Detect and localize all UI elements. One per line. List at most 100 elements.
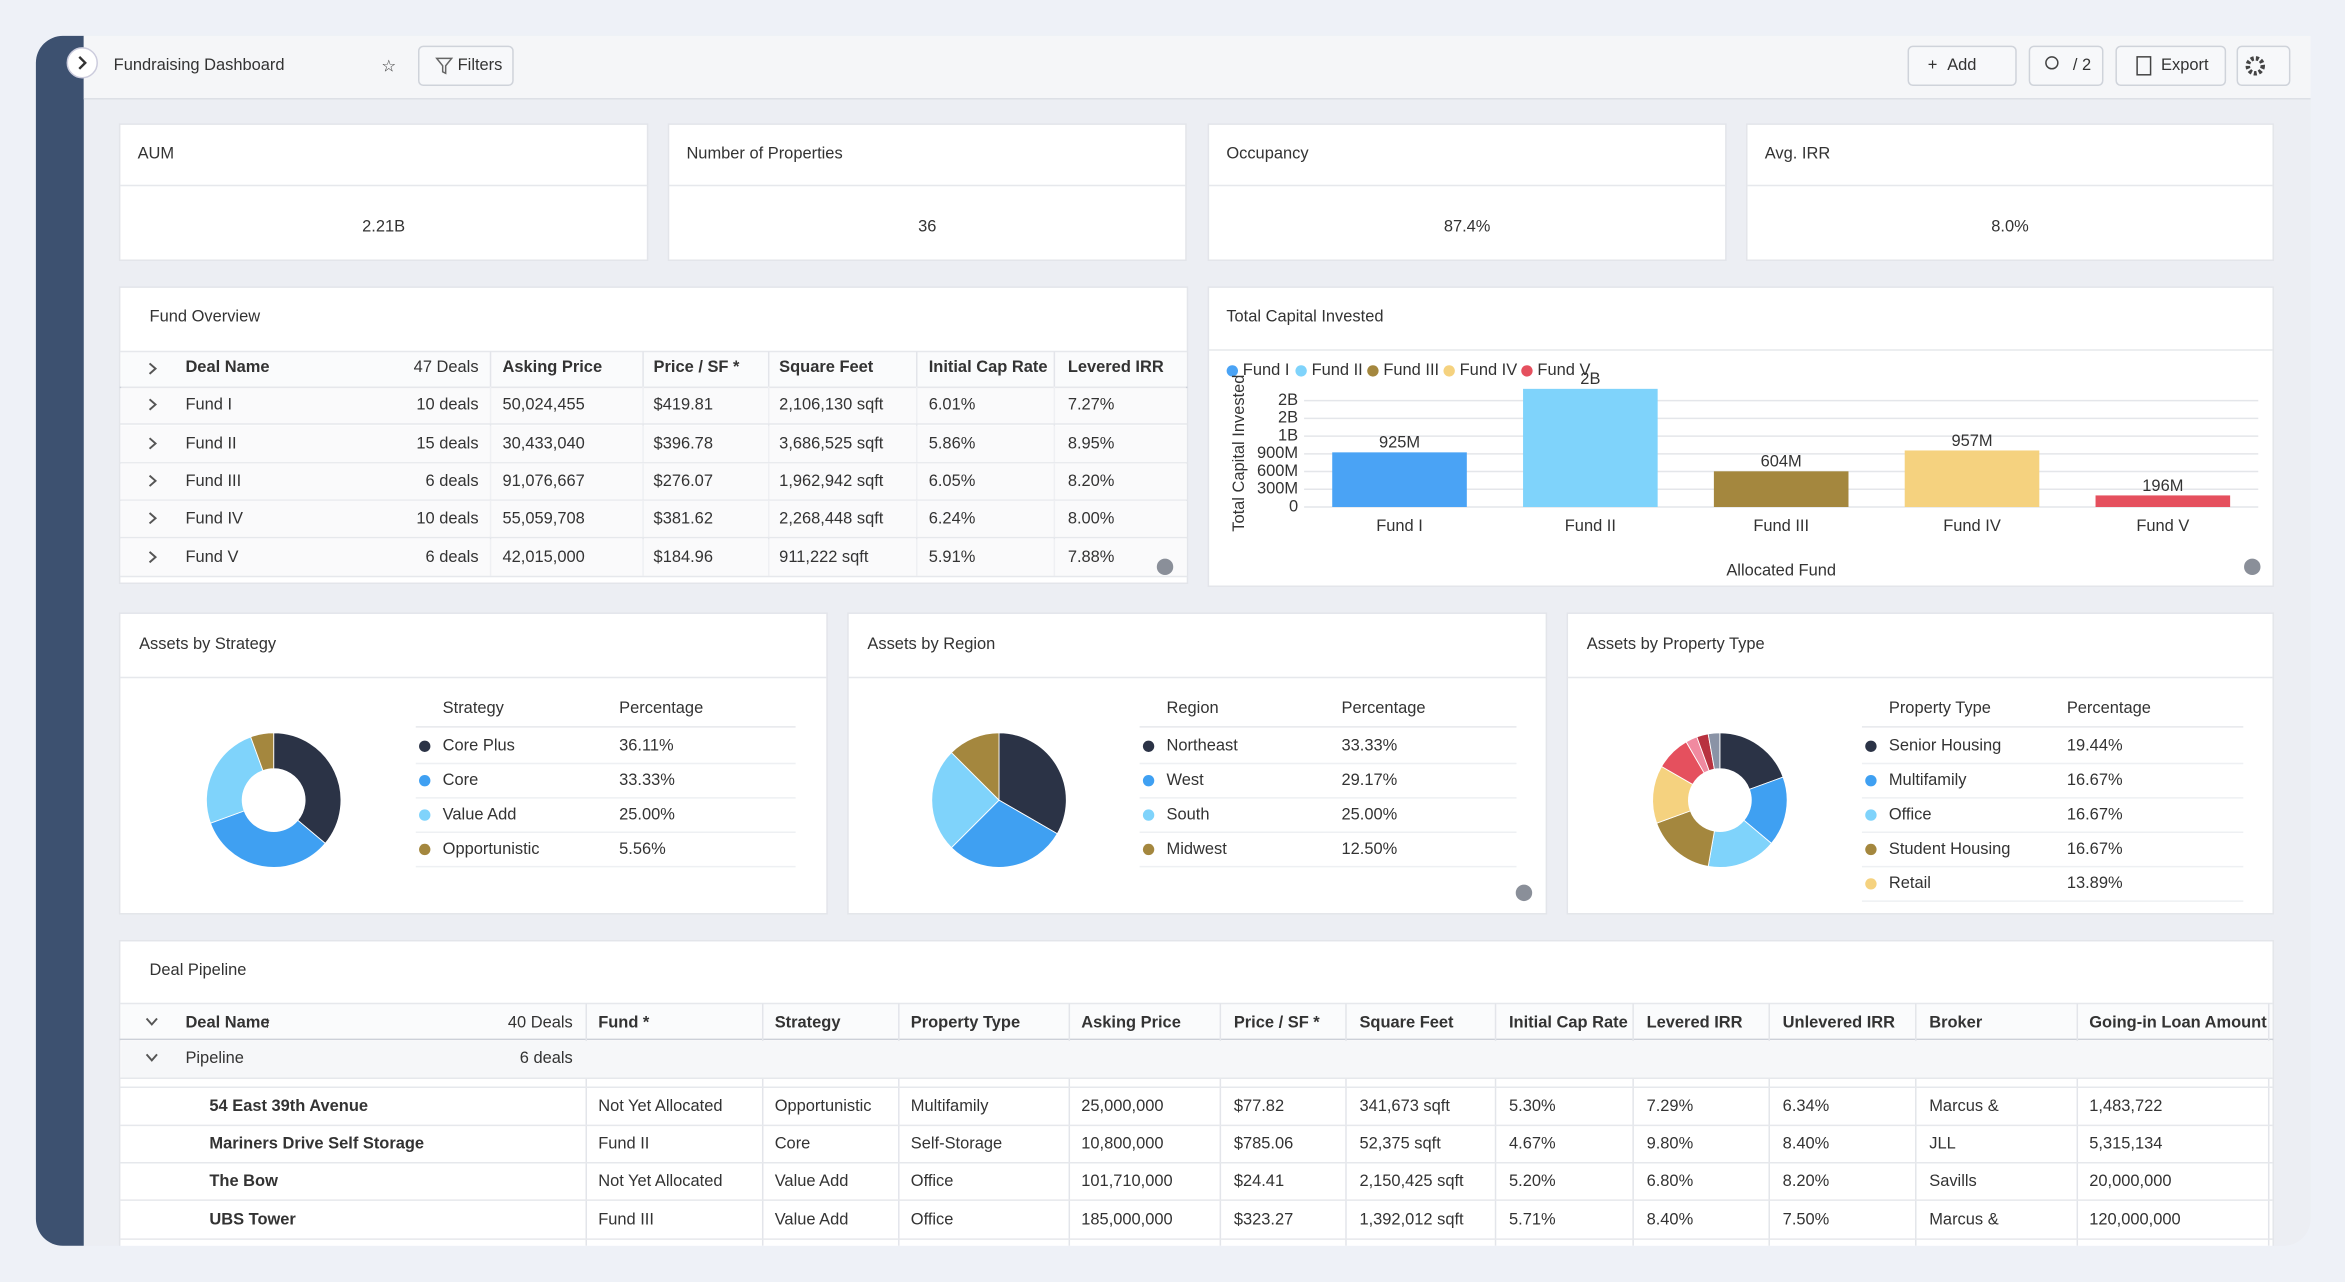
deal-count: 10 deals xyxy=(416,509,478,527)
expand-all-icon[interactable] xyxy=(148,362,158,375)
bar-value-label: 957M xyxy=(1951,432,1992,450)
chart-title: Assets by Strategy xyxy=(139,635,277,653)
table-cell: 7.29% xyxy=(1647,1097,1694,1115)
pie-slice[interactable] xyxy=(931,751,1000,849)
legend-swatch xyxy=(1865,775,1877,787)
legend-swatch xyxy=(419,843,431,856)
table-cell: 30,433,040 xyxy=(503,435,585,453)
sort-icon[interactable]: ↑ xyxy=(263,1013,271,1031)
legend-swatch[interactable] xyxy=(1443,365,1455,377)
table-cell: 2,268,448 sqft xyxy=(779,509,884,527)
legend-header: Region xyxy=(1167,699,1219,717)
column-header: Asking Price xyxy=(1081,1013,1181,1031)
legend-label: Fund V xyxy=(1537,361,1590,379)
x-tick-label: Fund V xyxy=(2136,517,2189,535)
row-expand-icon[interactable] xyxy=(148,398,158,411)
card-title: Deal Pipeline xyxy=(150,961,247,979)
legend-label: Fund IV xyxy=(1460,361,1518,379)
kpi-value: 2.21B xyxy=(362,218,405,236)
table-cell: 5.86% xyxy=(929,435,976,453)
column-header: Levered IRR xyxy=(1647,1013,1743,1031)
row-expand-icon[interactable] xyxy=(148,512,158,525)
table-cell: 9.80% xyxy=(1647,1134,1694,1152)
pie-slice[interactable] xyxy=(205,736,264,824)
table-cell: $381.62 xyxy=(654,509,713,527)
favorite-star[interactable]: ☆ xyxy=(381,58,396,76)
column-header: Property Type xyxy=(911,1013,1020,1031)
add-button[interactable] xyxy=(1907,45,2017,87)
legend-swatch xyxy=(1142,775,1155,787)
legend-label: Fund II xyxy=(1312,361,1363,379)
y-tick-label: 600M xyxy=(1257,462,1298,480)
column-header: Deal Name xyxy=(185,1013,269,1031)
legend-label: Student Housing xyxy=(1889,840,2011,858)
table-cell: 101,710,000 xyxy=(1081,1172,1172,1190)
table-cell: 52,375 sqft xyxy=(1359,1134,1441,1152)
export-button-label: Export xyxy=(2161,56,2209,74)
y-axis-title: Total Capital Invested xyxy=(1230,375,1248,532)
legend-swatch[interactable] xyxy=(1521,365,1533,377)
bar[interactable] xyxy=(1713,471,1849,507)
group-collapse-icon[interactable] xyxy=(145,1053,158,1062)
legend-value: 16.67% xyxy=(2067,805,2123,823)
table-cell: $419.81 xyxy=(654,396,713,414)
table-cell: 6.01% xyxy=(929,396,976,414)
table-cell: 7.27% xyxy=(1068,396,1115,414)
bar[interactable] xyxy=(1904,450,2040,507)
table-row xyxy=(121,386,1186,424)
filter-badge xyxy=(1156,558,1174,576)
table-cell: Multifamily xyxy=(911,1097,989,1115)
x-tick-label: Fund IV xyxy=(1943,517,2001,535)
pie-slice[interactable] xyxy=(1707,732,1721,770)
pie-slice[interactable] xyxy=(998,732,1067,835)
pie-slice[interactable] xyxy=(209,810,326,868)
sidebar xyxy=(35,35,84,1246)
table-cell: Not Yet Allocated xyxy=(598,1097,722,1115)
table-cell: 7.88% xyxy=(1068,548,1115,566)
legend-header: Property Type xyxy=(1889,699,1991,717)
x-tick-label: Fund I xyxy=(1376,517,1423,535)
bar[interactable] xyxy=(2095,495,2231,507)
filter-icon xyxy=(435,57,454,75)
table-cell: 55,059,708 xyxy=(503,509,585,527)
table-cell: 8.20% xyxy=(1068,472,1115,490)
bar[interactable] xyxy=(1523,388,1658,507)
kpi-label: Avg. IRR xyxy=(1765,144,1831,162)
table-cell: Self-Storage xyxy=(911,1134,1002,1152)
legend-swatch[interactable] xyxy=(1226,365,1239,377)
legend-swatch[interactable] xyxy=(1367,365,1379,377)
table-header xyxy=(121,1003,2272,1040)
fund-name: Fund IV xyxy=(185,509,243,527)
row-expand-icon[interactable] xyxy=(148,474,158,487)
plus-icon: + xyxy=(1928,56,1938,74)
pie-slice[interactable] xyxy=(950,732,1000,802)
table-cell: Value Add xyxy=(775,1211,849,1229)
table-cell: Savills xyxy=(1929,1172,1977,1190)
deal-count: 6 deals xyxy=(426,548,479,566)
pie-slice[interactable] xyxy=(950,799,1058,868)
legend-value: 33.33% xyxy=(1341,737,1397,755)
filter-badge xyxy=(2244,558,2261,576)
table-cell: 91,076,667 xyxy=(503,472,585,490)
bar[interactable] xyxy=(1332,452,1467,507)
table-cell: 20,000,000 xyxy=(2089,1172,2171,1190)
pie-slice[interactable] xyxy=(273,732,342,845)
sidebar-toggle[interactable] xyxy=(66,47,98,79)
legend-label: Northeast xyxy=(1167,737,1239,755)
kpi-value: 87.4% xyxy=(1444,218,1491,236)
pie-slice[interactable] xyxy=(250,732,275,772)
kpi-value: 8.0% xyxy=(1991,218,2029,236)
users-button[interactable] xyxy=(2028,45,2104,87)
column-header: Square Feet xyxy=(779,358,874,376)
filters-button[interactable] xyxy=(418,45,514,87)
table-cell: 6.34% xyxy=(1783,1097,1830,1115)
legend-swatch[interactable] xyxy=(1295,365,1307,377)
table-cell: 4.67% xyxy=(1509,1134,1556,1152)
row-expand-icon[interactable] xyxy=(148,437,158,450)
collapse-all-icon[interactable] xyxy=(145,1017,158,1026)
column-header: Broker xyxy=(1929,1013,1983,1031)
y-tick-label: 2B xyxy=(1278,391,1298,409)
row-expand-icon[interactable] xyxy=(148,551,158,564)
legend-label: Value Add xyxy=(443,805,517,823)
